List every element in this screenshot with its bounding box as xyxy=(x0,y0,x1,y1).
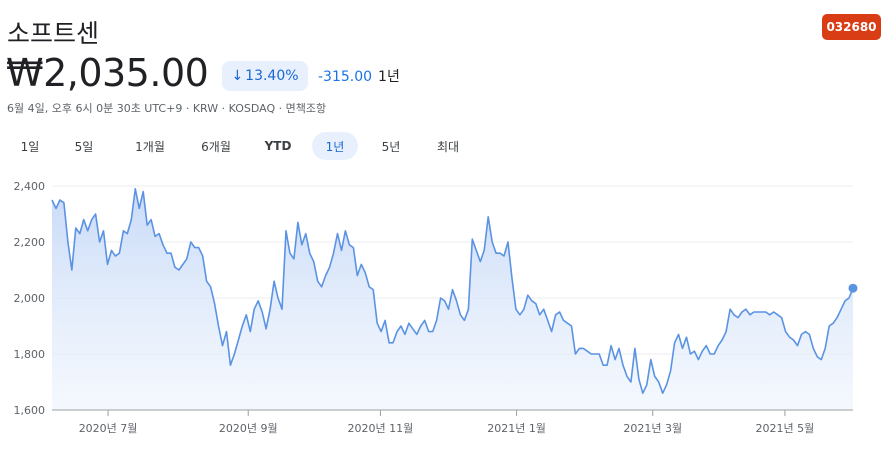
tab-1d[interactable]: 1일 xyxy=(20,139,40,154)
x-tick-label: 2020년 7월 xyxy=(79,422,138,435)
arrow-down-icon: ↓ xyxy=(231,68,244,84)
tab-5y[interactable]: 5년 xyxy=(381,139,401,154)
change-absolute-row: -315.00 1년 xyxy=(318,66,400,86)
x-tick-label: 2021년 3월 xyxy=(623,422,682,435)
change-period: 1년 xyxy=(378,69,400,85)
price-line xyxy=(51,188,854,394)
x-tick-label: 2021년 1월 xyxy=(487,422,546,435)
tab-ytd[interactable]: YTD xyxy=(264,139,292,153)
y-tick-label: 2,200 xyxy=(14,236,46,249)
tab-1y[interactable]: 1년 xyxy=(312,132,358,160)
y-tick-label: 2,000 xyxy=(14,292,46,305)
change-percent-chip: ↓ 13.40% xyxy=(222,61,308,91)
tab-5d[interactable]: 5일 xyxy=(74,139,94,154)
x-tick-label: 2020년 9월 xyxy=(219,422,278,435)
y-tick-label: 2,400 xyxy=(14,180,46,193)
x-tick-label: 2021년 5월 xyxy=(756,422,815,435)
tab-max[interactable]: 최대 xyxy=(436,139,460,154)
tab-6m[interactable]: 6개월 xyxy=(201,139,231,154)
y-tick-label: 1,800 xyxy=(14,348,46,361)
y-tick-label: 1,600 xyxy=(14,404,46,417)
ticker-badge[interactable]: 032680 xyxy=(822,14,881,40)
change-percent: 13.40% xyxy=(245,68,299,84)
last-price-dot xyxy=(848,283,858,293)
price-area-fill xyxy=(52,188,853,410)
x-axis-ticks: 2020년 7월 2020년 9월 2020년 11월 2021년 1월 2021년 3… xyxy=(79,410,815,435)
y-axis-ticks: 1,600 1,800 2,000 2,200 2,400 xyxy=(14,180,46,417)
quote-meta: 6월 4일, 오후 6시 0분 30초 UTC+9 · KRW · KOSDAQ… xyxy=(7,102,327,115)
tab-1m[interactable]: 1개월 xyxy=(135,139,165,154)
x-tick-label: 2020년 11월 xyxy=(348,422,414,435)
stock-title: 소프트센 xyxy=(7,19,100,48)
current-price: ₩2,035.00 xyxy=(6,51,209,95)
change-absolute: -315.00 xyxy=(318,69,373,85)
